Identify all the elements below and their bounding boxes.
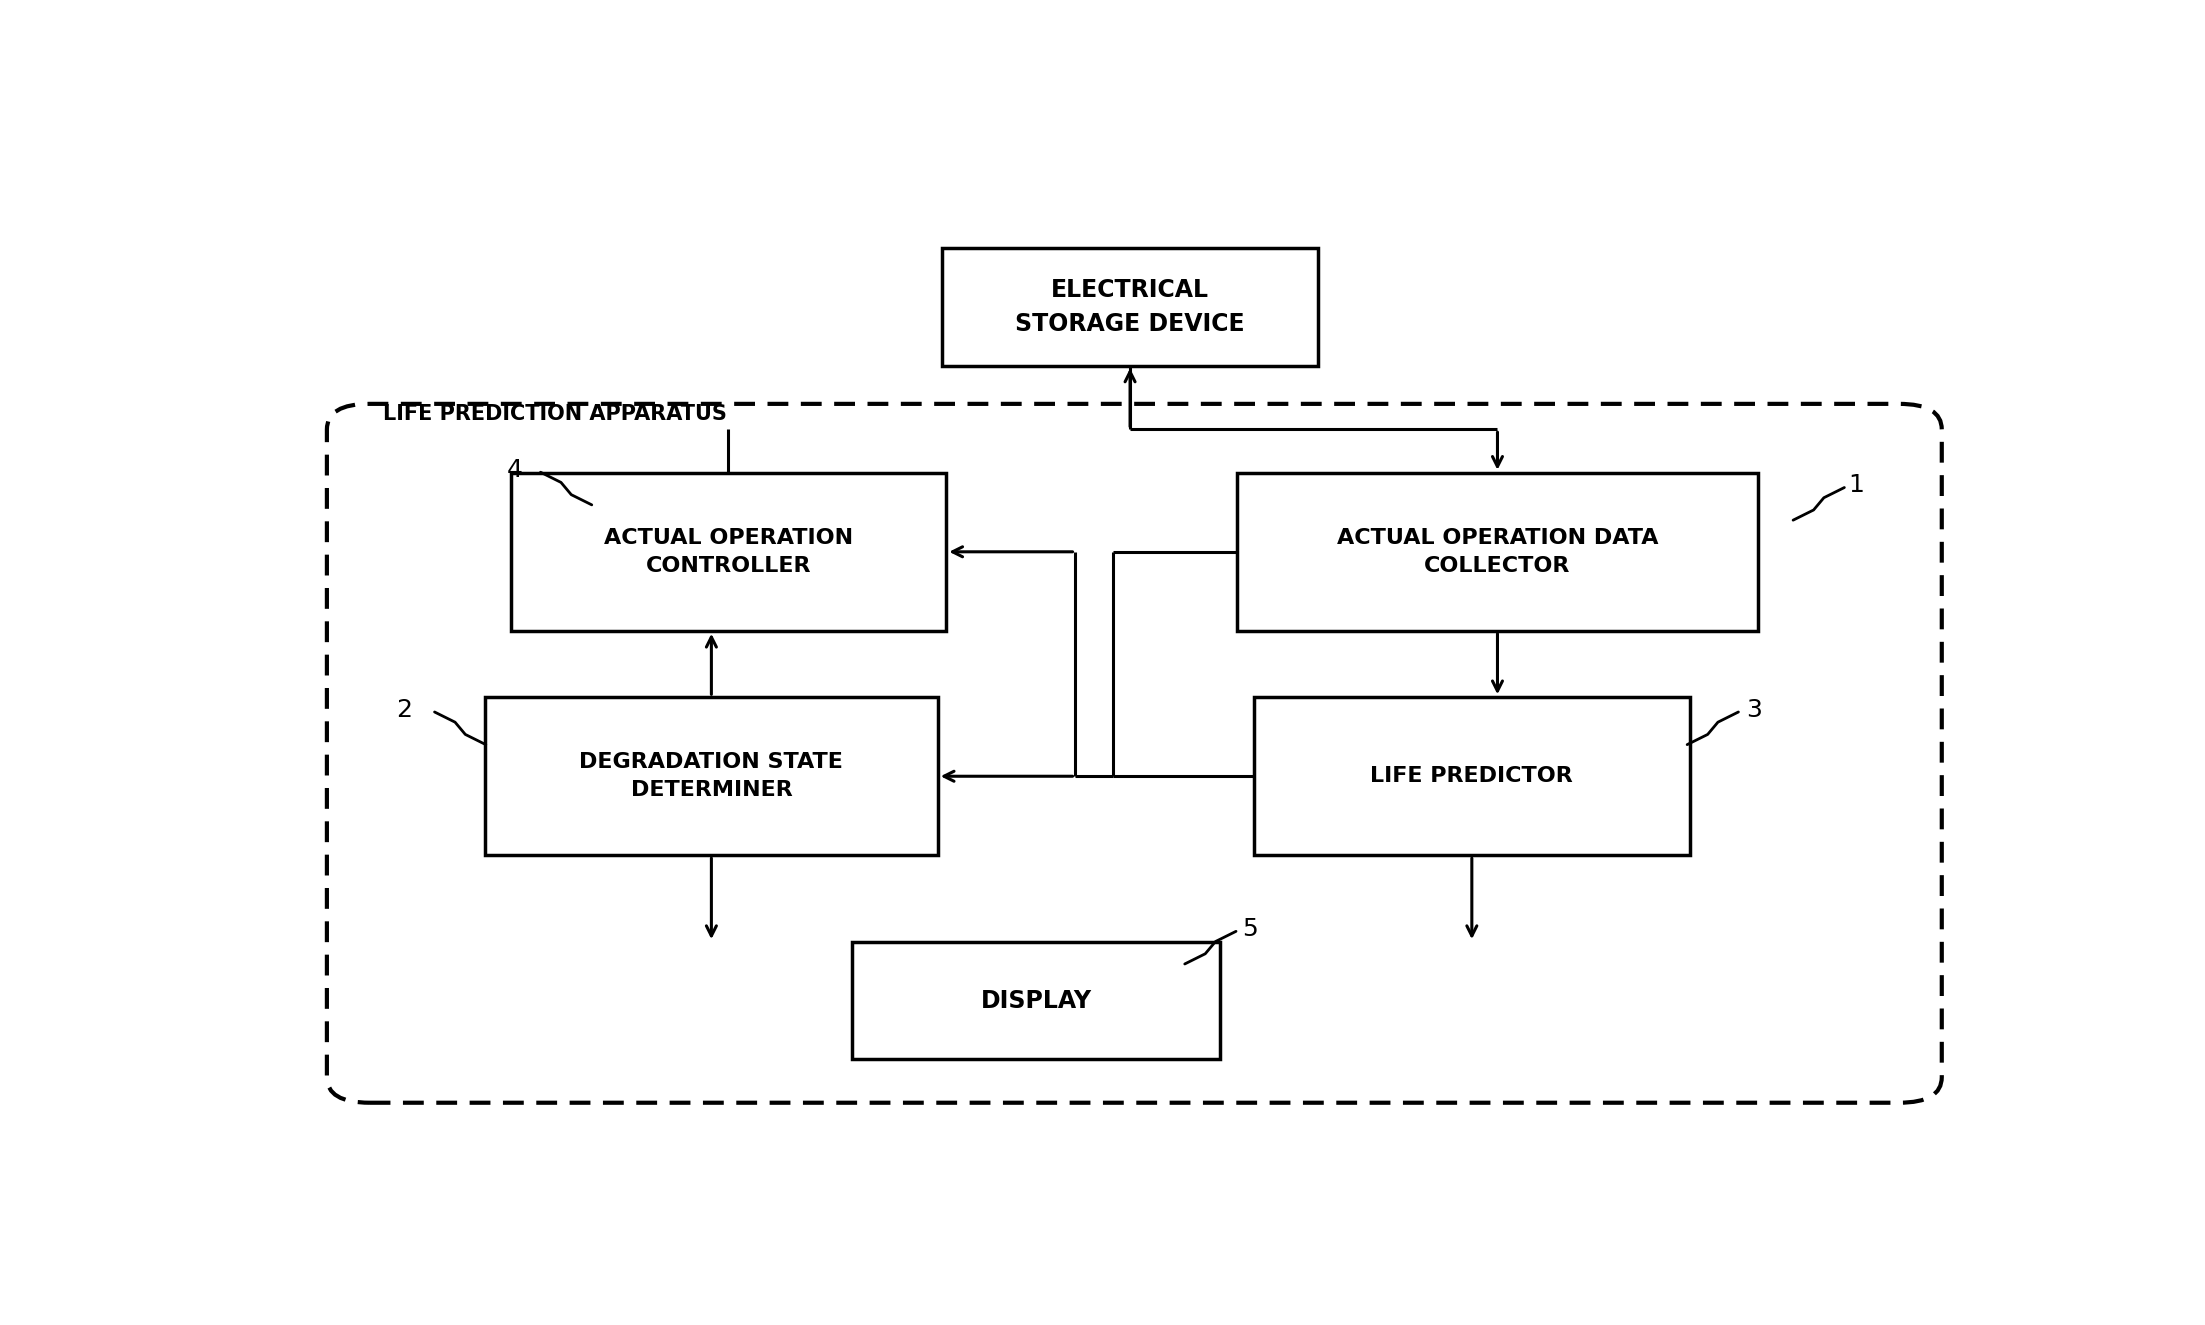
Text: ELECTRICAL
STORAGE DEVICE: ELECTRICAL STORAGE DEVICE bbox=[1014, 278, 1246, 335]
Text: LIFE PREDICTION APPARATUS: LIFE PREDICTION APPARATUS bbox=[384, 404, 728, 424]
Text: 1: 1 bbox=[1848, 473, 1863, 497]
Bar bbox=[1255, 697, 1689, 856]
Text: 4: 4 bbox=[507, 458, 523, 482]
Text: LIFE PREDICTOR: LIFE PREDICTOR bbox=[1372, 766, 1572, 786]
Bar bbox=[512, 473, 946, 631]
Bar bbox=[485, 697, 937, 856]
Text: ACTUAL OPERATION
CONTROLLER: ACTUAL OPERATION CONTROLLER bbox=[604, 527, 853, 576]
Bar bbox=[942, 248, 1319, 366]
Text: DISPLAY: DISPLAY bbox=[981, 988, 1091, 1012]
Text: 5: 5 bbox=[1241, 917, 1257, 941]
Bar bbox=[1237, 473, 1757, 631]
Bar bbox=[853, 942, 1219, 1060]
Text: 2: 2 bbox=[395, 698, 412, 722]
Text: DEGRADATION STATE
DETERMINER: DEGRADATION STATE DETERMINER bbox=[580, 753, 842, 800]
Text: ACTUAL OPERATION DATA
COLLECTOR: ACTUAL OPERATION DATA COLLECTOR bbox=[1336, 527, 1658, 576]
FancyBboxPatch shape bbox=[326, 404, 1943, 1102]
Text: 3: 3 bbox=[1746, 698, 1762, 722]
